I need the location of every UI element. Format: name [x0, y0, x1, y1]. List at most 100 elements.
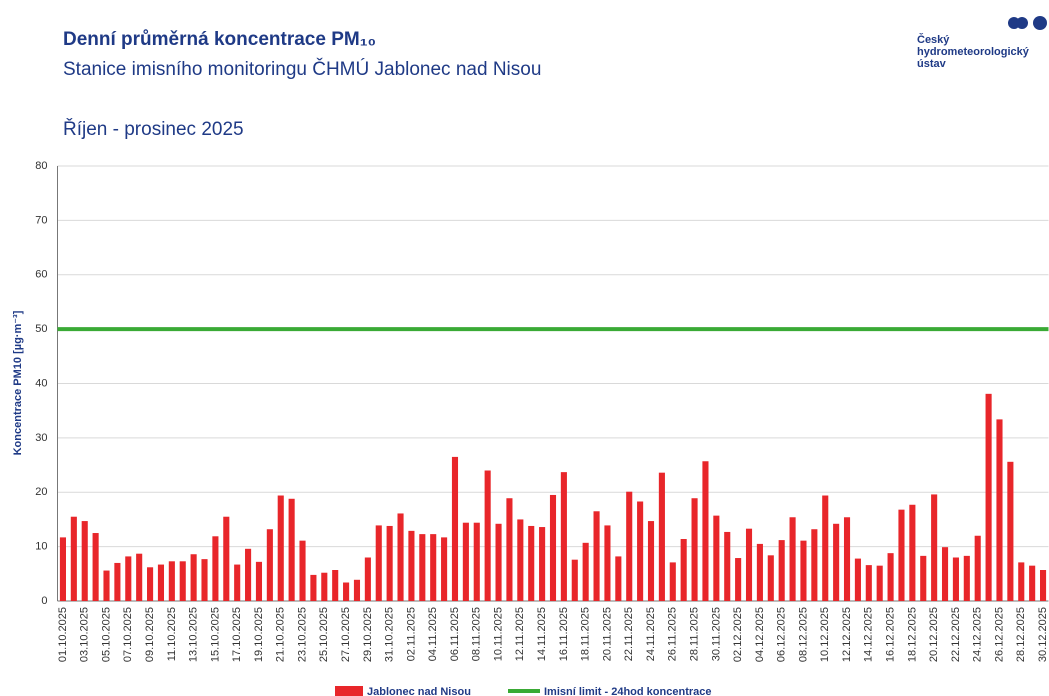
bar [963, 555, 970, 601]
logo-mark [1016, 17, 1028, 29]
bar [353, 579, 361, 601]
logo-text: ústav [917, 58, 947, 70]
bar [190, 554, 197, 601]
y-axis-label: Koncentrace PM10 [µg·m⁻³] [12, 310, 24, 455]
bar [735, 558, 742, 601]
x-tick-label: 19.10.2025 [253, 607, 265, 662]
bar [843, 517, 851, 601]
y-tick-label: 80 [35, 160, 47, 172]
bar [941, 547, 949, 601]
bar [441, 537, 448, 601]
x-tick-label: 29.10.2025 [362, 607, 374, 662]
x-tick-label: 10.12.2025 [819, 607, 831, 662]
bar [288, 498, 295, 601]
bar [125, 556, 132, 601]
bar [811, 529, 818, 601]
bar [397, 513, 404, 601]
x-tick-label: 30.12.2025 [1037, 607, 1049, 662]
bar [549, 494, 557, 601]
bar [582, 542, 589, 601]
y-tick-label: 20 [35, 486, 47, 498]
bar [59, 537, 66, 601]
bar [920, 555, 927, 601]
bar [724, 531, 731, 601]
x-tick-label: 23.10.2025 [296, 607, 308, 662]
bar [114, 562, 121, 601]
bar [898, 509, 905, 601]
x-tick-label: 28.12.2025 [1015, 607, 1027, 662]
x-tick-label: 18.12.2025 [906, 607, 918, 662]
bar [560, 472, 567, 601]
bar [245, 548, 252, 601]
legend-label: Jablonec nad Nisou [367, 686, 471, 696]
x-tick-label: 12.11.2025 [514, 607, 526, 661]
legend-swatch [335, 686, 363, 696]
bar [70, 516, 77, 601]
bar [462, 522, 469, 601]
x-tick-label: 22.11.2025 [623, 607, 635, 661]
bar [1029, 565, 1036, 601]
bar [517, 519, 524, 601]
x-tick-label: 25.10.2025 [318, 607, 330, 662]
bar [157, 564, 165, 601]
bar [506, 498, 513, 601]
bar [854, 558, 861, 601]
x-tick-label: 18.11.2025 [580, 607, 592, 661]
bar [1007, 461, 1014, 601]
bar [745, 528, 753, 601]
y-tick-label: 60 [35, 269, 47, 281]
period: Říjen - prosinec 2025 [63, 118, 244, 140]
x-tick-label: 04.11.2025 [427, 607, 439, 661]
bar [223, 516, 230, 601]
bar [789, 517, 796, 601]
x-tick-label: 08.12.2025 [797, 607, 809, 662]
x-tick-label: 07.10.2025 [122, 607, 134, 662]
x-tick-label: 15.10.2025 [209, 607, 221, 662]
x-tick-label: 24.11.2025 [645, 607, 657, 661]
x-tick-label: 30.11.2025 [710, 607, 722, 661]
bar [212, 536, 219, 601]
bar [299, 540, 306, 601]
bar [528, 525, 535, 601]
bar [343, 582, 350, 601]
bar [234, 564, 241, 601]
bar [136, 553, 143, 601]
bar [669, 562, 676, 601]
bar [1018, 562, 1025, 601]
bar [147, 567, 154, 601]
bar [626, 491, 633, 601]
bar [887, 553, 894, 601]
x-tick-label: 20.12.2025 [928, 607, 940, 662]
bar [680, 539, 687, 601]
bar [931, 494, 938, 601]
bar [92, 533, 99, 601]
x-tick-label: 20.11.2025 [601, 607, 613, 661]
x-tick-label: 05.10.2025 [100, 607, 112, 662]
bar [767, 555, 774, 601]
bar [103, 570, 110, 601]
bar [615, 556, 622, 601]
x-tick-label: 09.10.2025 [144, 607, 156, 662]
x-tick-label: 08.11.2025 [471, 607, 483, 661]
bar [277, 495, 284, 601]
y-tick-label: 70 [35, 214, 47, 226]
x-tick-label: 24.12.2025 [972, 607, 984, 662]
chart-title: Denní průměrná koncentrace PM₁₀ [63, 29, 376, 50]
x-tick-label: 04.12.2025 [754, 607, 766, 662]
logo-text: hydrometeorologický [917, 46, 1030, 58]
y-tick-label: 30 [35, 432, 47, 444]
bar [876, 565, 883, 601]
x-tick-label: 16.11.2025 [558, 607, 570, 661]
bar [430, 534, 437, 601]
bar [310, 574, 317, 601]
bar [255, 561, 263, 601]
bar [321, 572, 328, 601]
bar [201, 559, 208, 601]
bar [778, 540, 785, 601]
bar [647, 521, 655, 601]
bar [865, 565, 872, 601]
x-tick-label: 13.10.2025 [188, 607, 200, 662]
bar [637, 501, 644, 601]
bar [375, 525, 382, 601]
y-tick-label: 0 [41, 595, 47, 607]
